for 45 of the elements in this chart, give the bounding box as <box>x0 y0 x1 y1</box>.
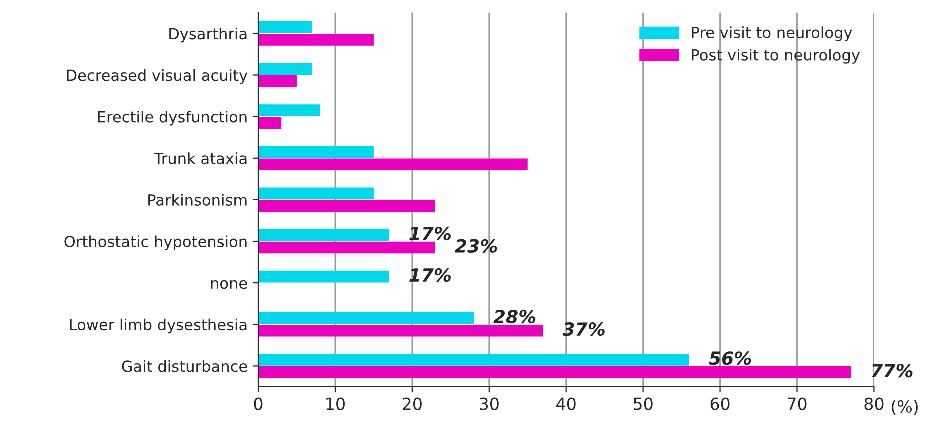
bar <box>258 22 312 34</box>
bar <box>258 324 544 337</box>
y-tick-label: Gait disturbance <box>122 360 248 372</box>
x-tick-label: 30 <box>480 398 499 410</box>
bar <box>258 104 320 117</box>
bar <box>258 200 436 212</box>
bar <box>258 270 390 283</box>
x-tick-label: 60 <box>710 398 730 410</box>
data-label: 77% <box>872 364 913 378</box>
data-label: 56% <box>709 352 752 366</box>
y-tick-label: Decreased visual acuity <box>67 69 248 84</box>
y-tick-label: Trunk ataxia <box>154 152 247 164</box>
bar <box>258 158 528 171</box>
x-tick-label: 10 <box>326 398 345 410</box>
bar <box>258 34 374 46</box>
bar <box>258 242 436 254</box>
bar <box>258 229 390 242</box>
y-tick-label: Lower limb dysesthesia <box>70 318 247 334</box>
data-label: 17% <box>410 268 451 282</box>
bar <box>258 63 312 75</box>
y-tick-label: Orthostatic hypotension <box>64 236 247 250</box>
bar <box>258 76 297 88</box>
data-label: 23% <box>455 239 498 253</box>
x-tick-label: 80 <box>864 398 884 410</box>
x-tick-label: 0 <box>254 398 263 410</box>
y-tick-label: Erectile dysfunction <box>98 111 247 126</box>
x-tick-label: 50 <box>634 398 653 410</box>
data-label: 17% <box>410 226 451 241</box>
x-tick-label: 40 <box>556 398 576 410</box>
legend-label: Post visit to neurology <box>692 49 860 64</box>
y-tick-label: Dysarthria <box>170 28 247 43</box>
data-label: 37% <box>562 322 605 336</box>
x-tick-label: 70 <box>788 398 807 410</box>
bar <box>258 366 852 378</box>
y-tick-label: Parkinsonism <box>148 194 247 206</box>
data-label: 28% <box>494 310 536 324</box>
bar <box>258 312 474 324</box>
bar <box>258 146 374 158</box>
y-tick-label: none <box>211 280 248 290</box>
x-axis-title: (%) <box>892 400 918 415</box>
bar <box>258 188 374 200</box>
legend-label: Pre visit to neurology <box>692 26 852 42</box>
bar <box>258 117 282 129</box>
bar <box>258 354 690 366</box>
x-tick-label: 20 <box>403 398 422 410</box>
